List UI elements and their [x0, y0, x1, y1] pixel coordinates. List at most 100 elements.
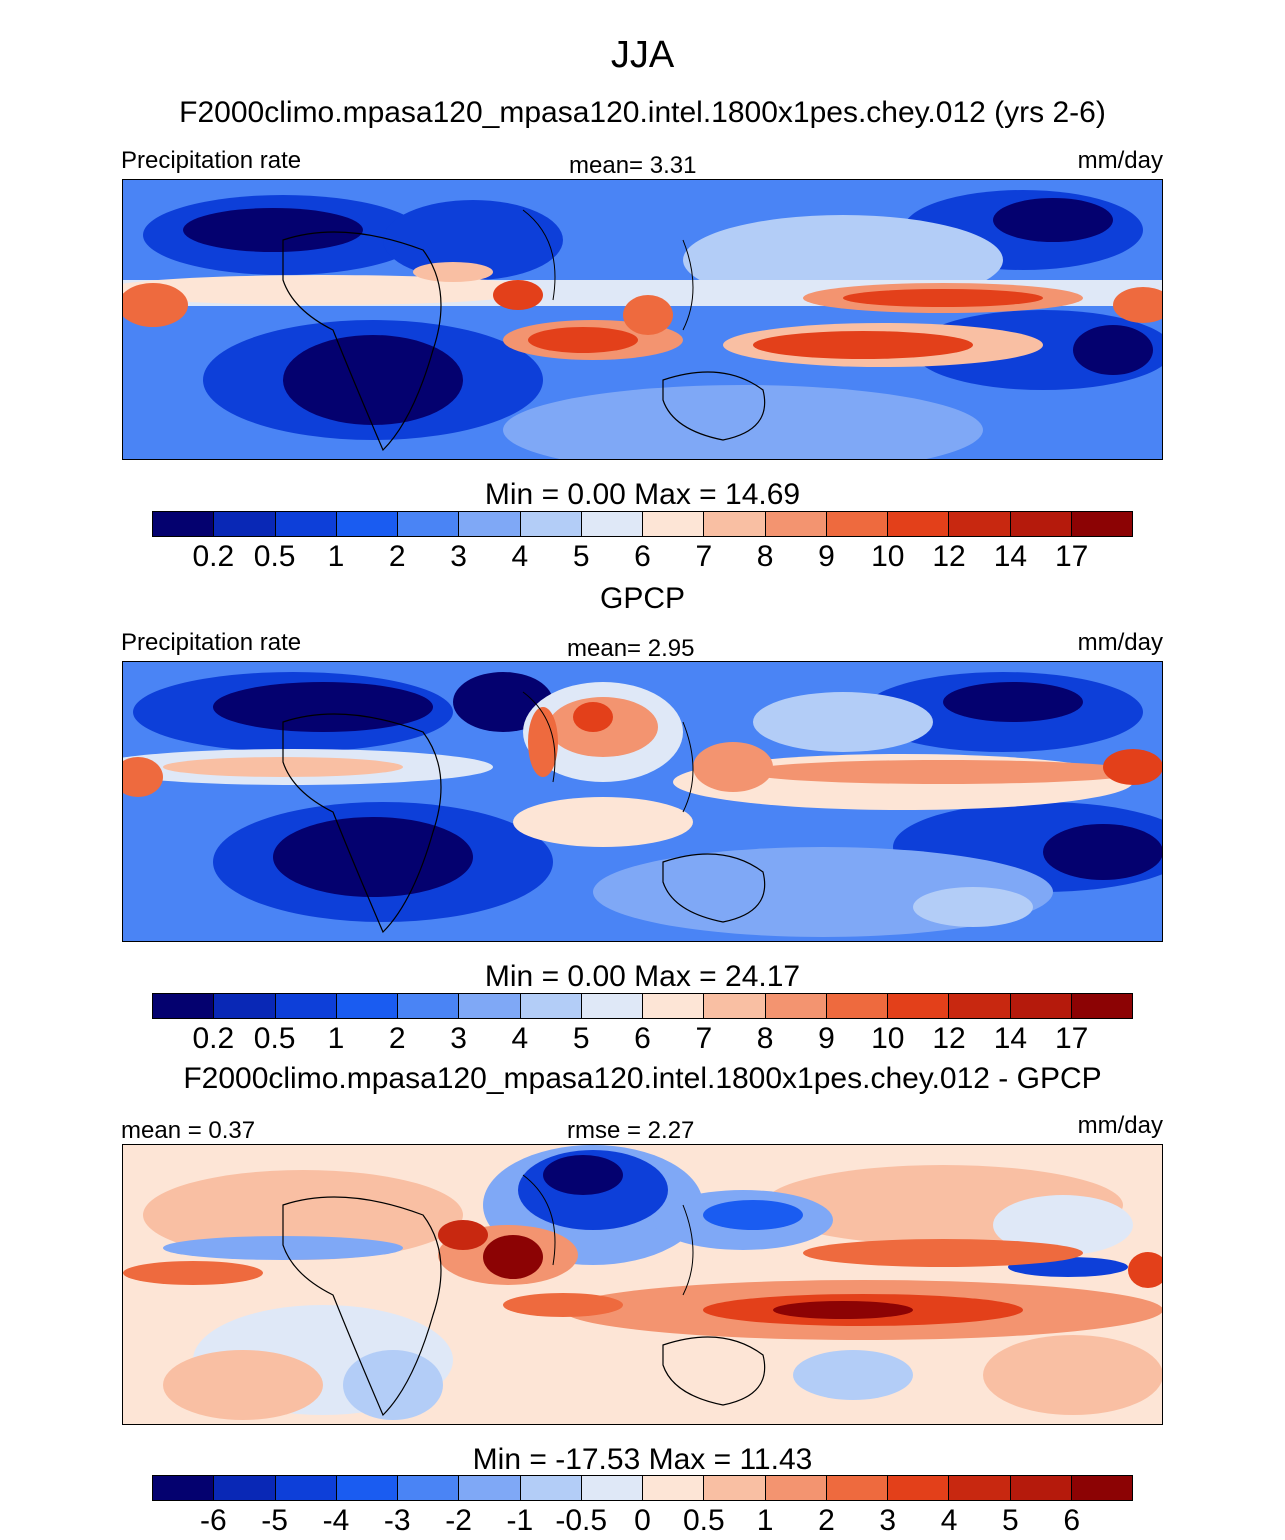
colorbar-tick-label: 6: [1063, 1504, 1081, 1537]
colorbar-swatch: [1010, 1476, 1072, 1500]
colorbar-tick-label: 10: [871, 1022, 905, 1055]
panel-2-variable-label: Precipitation rate: [121, 629, 302, 656]
colorbar-tick-label: 17: [1055, 540, 1089, 573]
colorbar-swatch: [949, 512, 1011, 536]
colorbar-tick-label: 9: [818, 1022, 835, 1055]
colorbar-swatch: [153, 994, 215, 1018]
colorbar-swatch: [826, 512, 888, 536]
colorbar-tick-label: -6: [199, 1504, 227, 1537]
colorbar-swatch: [459, 994, 521, 1018]
colorbar-tick-label: -3: [383, 1504, 411, 1537]
colorbar-swatch: [520, 1476, 582, 1500]
colorbar-tick-label: 9: [818, 540, 835, 573]
colorbar-swatch: [888, 1476, 950, 1500]
colorbar-swatch: [704, 512, 766, 536]
colorbar-swatch: [214, 994, 276, 1018]
panel-3-colorbar: [152, 1475, 1133, 1501]
colorbar-tick-label: 6: [634, 1022, 651, 1055]
colorbar-swatch: [275, 994, 337, 1018]
colorbar-swatch: [336, 1476, 398, 1500]
colorbar-tick-label: 0.5: [253, 1022, 296, 1055]
colorbar-tick-label: 7: [695, 1022, 713, 1055]
colorbar-swatch: [520, 994, 582, 1018]
colorbar-swatch: [275, 1476, 337, 1500]
colorbar-tick-label: 14: [993, 540, 1028, 573]
colorbar-tick-label: 3: [450, 540, 467, 573]
panel-2-colorbar-ticks: 0.2 0.5 1 2 3 4 5 6 7 8 9 10 12 14 17: [0, 1022, 1285, 1058]
colorbar-tick-label: 6: [634, 540, 651, 573]
figure-title: JJA: [610, 34, 675, 76]
colorbar-swatch: [581, 994, 643, 1018]
colorbar-tick-label: 1: [327, 1022, 345, 1055]
colorbar-swatch: [459, 1476, 521, 1500]
gpcp-precipitation-map: [122, 661, 1163, 942]
colorbar-tick-label: 2: [388, 1022, 406, 1055]
panel-2-mean-label: mean= 2.95: [567, 635, 695, 662]
colorbar-swatch: [826, 994, 888, 1018]
colorbar-tick-label: -2: [445, 1504, 472, 1537]
colorbar-swatch: [153, 1476, 215, 1500]
colorbar-swatch: [275, 512, 337, 536]
colorbar-tick-label: 14: [993, 1022, 1028, 1055]
panel-1-heading: F2000climo.mpasa120_mpasa120.intel.1800x…: [179, 96, 1106, 129]
colorbar-swatch: [704, 994, 766, 1018]
panel-1-variable-label: Precipitation rate: [121, 147, 302, 174]
colorbar-swatch: [949, 1476, 1011, 1500]
colorbar-swatch: [520, 512, 582, 536]
panel-3-rmse-label: rmse = 2.27: [567, 1117, 695, 1144]
colorbar-swatch: [153, 512, 215, 536]
colorbar-tick-label: 0.5: [253, 540, 296, 573]
colorbar-tick-label: -1: [506, 1504, 534, 1537]
panel-3-mean-label: mean = 0.37: [121, 1117, 256, 1144]
colorbar-tick-label: 7: [695, 540, 713, 573]
colorbar-tick-label: 5: [572, 1022, 590, 1055]
colorbar-tick-label: 4: [940, 1504, 958, 1537]
colorbar-tick-label: 0: [634, 1504, 651, 1537]
colorbar-tick-label: 10: [871, 540, 905, 573]
colorbar-swatch: [336, 512, 398, 536]
colorbar-tick-label: 5: [572, 540, 590, 573]
colorbar-tick-label: 1: [756, 1504, 774, 1537]
panel-1-range-label: Min = 0.00 Max = 14.69: [484, 478, 801, 511]
colorbar-tick-label: 3: [879, 1504, 897, 1537]
colorbar-swatch: [214, 1476, 276, 1500]
colorbar-tick-label: 5: [1002, 1504, 1019, 1537]
panel-2-range-label: Min = 0.00 Max = 24.17: [484, 960, 801, 993]
colorbar-swatch: [398, 512, 460, 536]
colorbar-swatch: [826, 1476, 888, 1500]
colorbar-tick-label: -0.5: [555, 1504, 608, 1537]
colorbar-swatch: [643, 1476, 705, 1500]
colorbar-tick-label: 0.2: [192, 540, 235, 573]
colorbar-swatch: [1071, 1476, 1132, 1500]
model-precipitation-map: [122, 179, 1163, 460]
colorbar-swatch: [1071, 994, 1132, 1018]
panel-2-colorbar: [152, 993, 1133, 1019]
colorbar-swatch: [398, 1476, 460, 1500]
colorbar-tick-label: 4: [511, 1022, 529, 1055]
colorbar-swatch: [765, 512, 827, 536]
colorbar-swatch: [336, 994, 398, 1018]
colorbar-tick-label: 12: [932, 540, 966, 573]
colorbar-swatch: [459, 512, 521, 536]
panel-1-mean-label: mean= 3.31: [569, 152, 697, 179]
panel-1-colorbar-ticks: 0.2 0.5 1 2 3 4 5 6 7 8 9 10 12 14 17: [0, 540, 1285, 576]
colorbar-tick-label: 17: [1055, 1022, 1089, 1055]
colorbar-tick-label: 2: [818, 1504, 835, 1537]
colorbar-swatch: [704, 1476, 766, 1500]
colorbar-tick-label: 3: [450, 1022, 467, 1055]
panel-1-colorbar: [152, 511, 1133, 537]
panel-3-heading: F2000climo.mpasa120_mpasa120.intel.1800x…: [183, 1062, 1102, 1095]
colorbar-swatch: [765, 994, 827, 1018]
colorbar-tick-label: -5: [261, 1504, 288, 1537]
colorbar-tick-label: 0.2: [192, 1022, 235, 1055]
panel-1-units-label: mm/day: [1077, 147, 1163, 174]
panel-2-units-label: mm/day: [1077, 629, 1163, 656]
colorbar-swatch: [214, 512, 276, 536]
colorbar-tick-label: 1: [327, 540, 345, 573]
difference-precipitation-map: [122, 1144, 1163, 1425]
colorbar-swatch: [1071, 512, 1132, 536]
colorbar-swatch: [888, 512, 950, 536]
colorbar-tick-label: 4: [511, 540, 529, 573]
colorbar-swatch: [581, 1476, 643, 1500]
colorbar-swatch: [1010, 994, 1072, 1018]
